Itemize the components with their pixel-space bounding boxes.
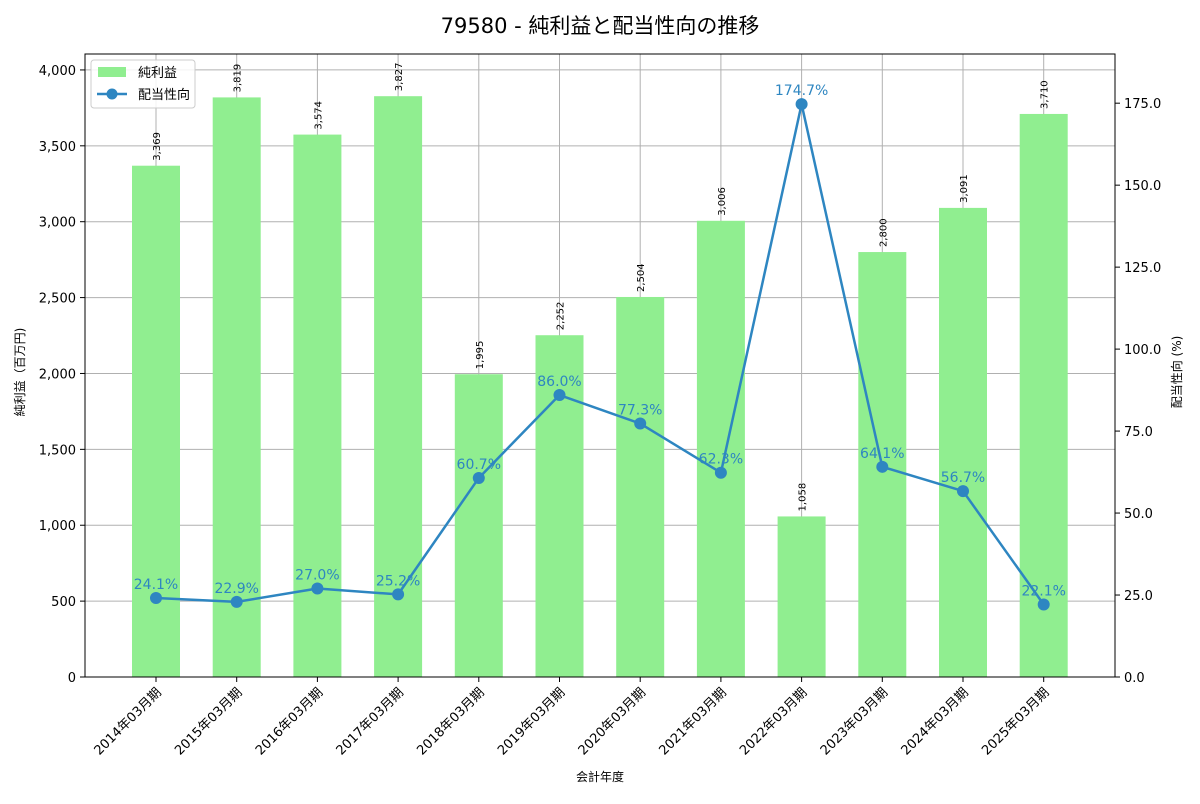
payout-ratio-label: 64.1%: [860, 446, 904, 462]
bar-value-label: 3,574: [313, 101, 324, 130]
left-tick-label: 4,000: [39, 64, 76, 79]
bar: [616, 296, 665, 677]
bar: [939, 207, 987, 677]
bar-value-labels: 3,369 3,819 3,574 3,827 1,995 2,252 2,504 3,006…: [152, 63, 1051, 512]
bar: [374, 96, 423, 678]
bar-value-label: 3,006: [717, 187, 728, 216]
legend: 純利益 配当性向: [90, 59, 196, 109]
left-tick-label: 500: [51, 595, 76, 610]
chart-title: 79580 - 純利益と配当性向の推移: [441, 14, 760, 38]
payout-ratio-marker: [714, 466, 727, 479]
payout-ratio-marker: [392, 588, 405, 601]
bar-value-label: 2,252: [556, 302, 567, 331]
payout-ratio-label: 62.3%: [699, 452, 743, 468]
bar-value-label: 1,058: [798, 483, 809, 512]
left-tick-label: 1,000: [39, 519, 76, 534]
right-tick-label: 25.0: [1124, 589, 1153, 604]
payout-ratio-marker: [230, 595, 243, 608]
payout-ratio-label: 27.0%: [295, 567, 339, 583]
x-tick-label: 2022年03月期: [737, 685, 810, 758]
plot-frame: [84, 53, 1116, 678]
bar: [777, 516, 826, 677]
payout-ratio-label: 77.3%: [618, 403, 662, 419]
bar-value-label: 2,504: [636, 263, 647, 292]
payout-ratio-marker: [150, 591, 162, 604]
payout-ratio-marker: [876, 460, 889, 473]
x-tick-label: 2024年03月期: [899, 685, 972, 758]
payout-ratio-marker: [634, 417, 647, 430]
bar-value-label: 3,827: [394, 63, 405, 92]
left-tick-label: 0: [68, 671, 76, 686]
right-tick-label: 175.0: [1124, 97, 1161, 112]
left-tick-label: 2,500: [39, 292, 76, 307]
right-tick-label: 50.0: [1124, 507, 1153, 522]
legend-bar-swatch-icon: [98, 67, 126, 77]
payout-ratio-marker: [553, 389, 566, 402]
line-value-labels: 24.1% 22.9% 27.0% 25.2% 60.7% 86.0% 77.3% 62.3%…: [134, 83, 1066, 599]
left-tick-label: 2,000: [39, 367, 76, 382]
payout-ratio-label: 22.1%: [1021, 584, 1065, 600]
payout-ratio-line: [155, 102, 1045, 606]
bar-value-label: 3,091: [959, 174, 970, 203]
x-tick-label: 2016年03月期: [253, 685, 326, 758]
payout-ratio-label: 56.7%: [941, 470, 985, 486]
legend-label-net-income: 純利益: [138, 66, 177, 81]
payout-ratio-marker: [795, 98, 808, 111]
right-tick-label: 125.0: [1124, 261, 1161, 276]
right-y-axis: 0.0 25.0 50.0 75.0 100.0 125.0 150.0 175.0: [1115, 97, 1161, 686]
right-axis-label: 配当性向 (%): [1169, 336, 1184, 409]
bar-value-label: 3,369: [152, 132, 163, 161]
x-tick-label: 2025年03月期: [979, 685, 1052, 758]
line-series-payout-ratio: [150, 98, 1050, 611]
bar: [696, 220, 745, 677]
x-tick-label: 2014年03月期: [92, 685, 165, 758]
right-tick-label: 150.0: [1124, 179, 1161, 194]
x-tick-label: 2018年03月期: [414, 685, 487, 758]
payout-ratio-marker: [472, 471, 485, 484]
bar: [454, 374, 503, 677]
bar-series-net-income: [132, 96, 1068, 678]
payout-ratio-marker: [1037, 598, 1050, 611]
left-y-axis: 0 500 1,000 1,500 2,000 2,500 3,000 3,500 4,000: [39, 64, 85, 686]
bar-value-label: 3,819: [233, 64, 244, 93]
left-axis-label: 純利益（百万円): [13, 328, 27, 417]
x-axis-label: 会計年度: [576, 769, 624, 784]
left-tick-label: 1,500: [39, 443, 76, 458]
x-tick-label: 2019年03月期: [495, 685, 568, 758]
x-tick-label: 2015年03月期: [172, 685, 245, 758]
right-tick-label: 100.0: [1124, 343, 1161, 358]
payout-ratio-marker: [957, 485, 969, 498]
payout-ratio-marker: [311, 582, 324, 595]
payout-ratio-label: 60.7%: [457, 457, 501, 473]
bar-value-label: 2,800: [878, 218, 889, 247]
right-tick-label: 0.0: [1124, 671, 1145, 686]
bar-value-label: 3,710: [1040, 80, 1051, 109]
left-tick-label: 3,500: [39, 140, 76, 155]
x-tick-label: 2017年03月期: [334, 685, 407, 758]
payout-ratio-label: 25.2%: [376, 573, 420, 589]
bar: [212, 97, 261, 678]
left-tick-label: 3,000: [39, 216, 76, 231]
x-tick-label: 2023年03月期: [818, 685, 891, 758]
bar: [293, 134, 342, 677]
right-tick-label: 75.0: [1124, 425, 1153, 440]
payout-ratio-label: 86.0%: [537, 374, 581, 390]
payout-ratio-label: 174.7%: [775, 83, 828, 99]
x-axis: 2014年03月期 2015年03月期 2016年03月期 2017年03月期 2018…: [92, 677, 1053, 759]
x-tick-label: 2021年03月期: [656, 685, 729, 758]
bar-value-label: 1,995: [475, 341, 486, 370]
payout-ratio-label: 22.9%: [214, 581, 258, 597]
payout-ratio-label: 24.1%: [134, 577, 178, 593]
bar: [132, 165, 180, 677]
legend-marker-icon: [106, 88, 118, 100]
x-tick-label: 2020年03月期: [576, 685, 649, 758]
legend-label-payout-ratio: 配当性向: [138, 87, 190, 103]
